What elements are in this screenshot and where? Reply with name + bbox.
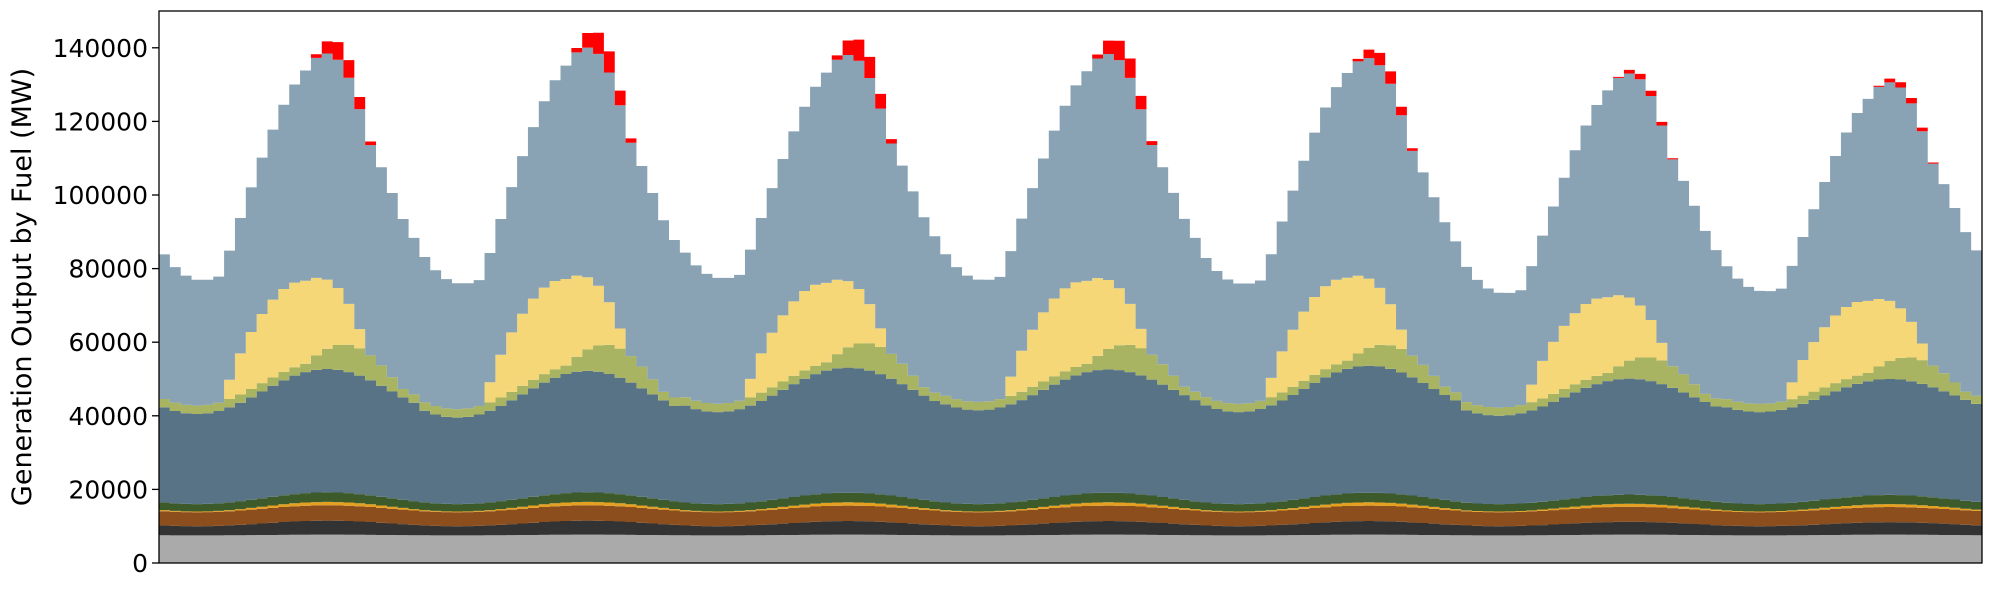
y-tick-label: 60000 (68, 328, 148, 357)
area-series-5 (159, 365, 1982, 505)
y-tick-label: 140000 (53, 34, 148, 63)
area-series-4 (159, 492, 1982, 512)
area-series-6 (159, 343, 1982, 418)
y-tick-label: 20000 (68, 475, 148, 504)
plot-frame (158, 10, 1983, 564)
y-tick-label: 0 (132, 549, 148, 578)
y-axis-ticks: 0 20000 40000 60000 80000 100000 120000 140000 (53, 34, 159, 578)
area-series-3 (159, 501, 1982, 513)
y-tick-label: 120000 (53, 107, 148, 136)
area-series-2 (159, 505, 1982, 527)
y-tick-label: 40000 (68, 402, 148, 431)
area-series-9 (159, 32, 1982, 293)
area-series-8 (159, 47, 1982, 410)
y-tick-label: 100000 (53, 181, 148, 210)
area-series-0 (159, 534, 1982, 563)
y-tick-label: 80000 (68, 255, 148, 284)
area-series-1 (159, 520, 1982, 536)
stacked-areas (159, 32, 1982, 563)
y-axis-title: Generation Output by Fuel (MW) (7, 68, 38, 506)
